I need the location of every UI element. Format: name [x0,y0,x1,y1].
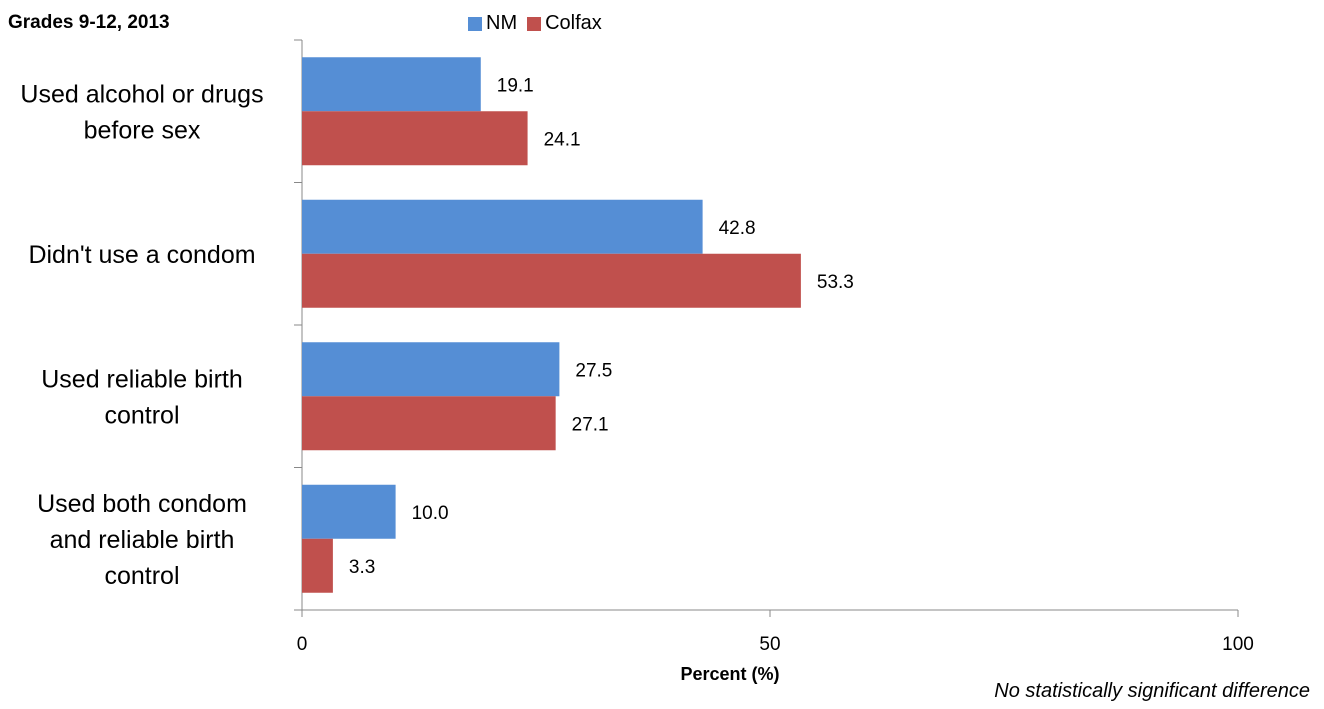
data-label-colfax-0: 24.1 [544,129,581,150]
data-label-nm-2: 27.5 [575,360,612,381]
data-label-nm-3: 10.0 [412,503,449,524]
category-label-line: Didn't use a condom [28,241,255,269]
legend-item-colfax: Colfax [527,12,602,35]
bar-nm-1 [302,199,703,254]
bar-colfax-3 [302,538,333,593]
legend-label-nm: NM [486,12,518,34]
legend-swatch-nm [468,16,482,31]
data-label-colfax-1: 53.3 [817,272,854,293]
x-tick-label: 100 [1222,634,1254,655]
legend-label-colfax: Colfax [545,12,602,34]
chart-title: Grades 9-12, 2013 [8,12,170,33]
x-tick-label: 0 [297,634,308,655]
category-label-line: and reliable birth [50,526,235,554]
bar-nm-3 [302,484,396,539]
category-label-3: Used both condom and reliable birth contro… [37,490,247,590]
category-label-line: control [104,562,179,590]
legend-swatch-colfax [527,16,542,31]
footnote: No statistically significant difference [994,680,1310,702]
bar-colfax-2 [302,396,556,451]
category-label-line: Used both condom [37,490,247,518]
category-label-line: control [104,401,179,429]
data-label-colfax-2: 27.1 [572,414,609,435]
category-label-line: Used reliable birth [41,365,243,393]
bar-colfax-1 [302,253,801,308]
legend-item-nm: NM [468,12,517,35]
data-label-nm-1: 42.8 [719,218,756,239]
data-label-colfax-3: 3.3 [349,557,375,578]
category-label-line: before sex [84,116,201,144]
legend: NM Colfax [468,12,612,35]
category-label-line: Used alcohol or drugs [20,80,263,108]
x-tick-label: 50 [759,634,780,655]
x-axis-label: Percent (%) [680,664,780,684]
bar-nm-0 [302,57,481,112]
category-label-2: Used reliable birth control [41,365,243,429]
category-label-0: Used alcohol or drugs before sex [20,80,263,144]
bar-nm-2 [302,342,560,397]
bar-colfax-0 [302,111,528,166]
data-label-nm-0: 19.1 [497,75,534,96]
category-label-1: Didn't use a condom [28,241,255,269]
